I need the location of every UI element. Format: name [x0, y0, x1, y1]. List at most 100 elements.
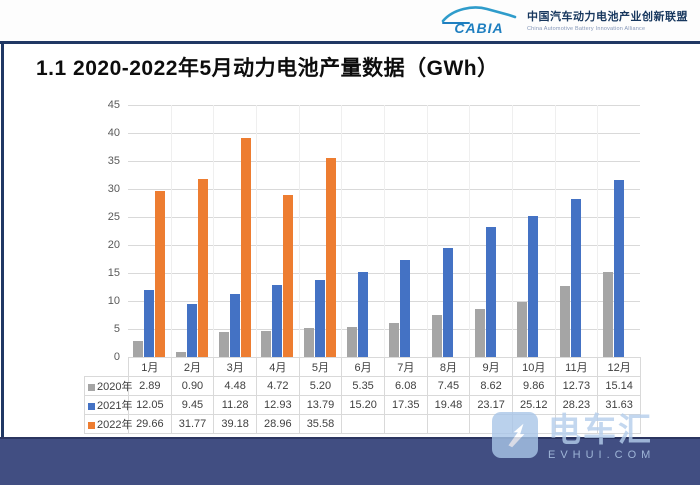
bar-group-5月 [299, 105, 342, 357]
bar-2020年-7月 [389, 322, 400, 357]
bar-2021年-7月 [400, 259, 411, 357]
bar-2020年-12月 [602, 272, 613, 357]
value-2021年-9月: 23.17 [469, 395, 513, 415]
bar-2022年-3月 [240, 137, 251, 357]
bar-2021年-1月 [144, 289, 155, 357]
value-2020年-1月: 2.89 [128, 376, 172, 396]
value-2021年-5月: 13.79 [298, 395, 343, 415]
column-separator [341, 105, 343, 357]
column-separator [170, 105, 172, 357]
month-header-2月: 2月 [170, 357, 215, 377]
table-row-2022年: 2022年 29.66 31.77 39.18 28.96 35.58 [84, 414, 641, 434]
month-header-6月: 6月 [341, 357, 385, 377]
value-2020年-5月: 5.20 [298, 376, 343, 396]
value-2022年-12月 [597, 414, 641, 434]
column-separator [426, 105, 428, 357]
header-divider-line [0, 41, 700, 44]
value-2022年-10月 [511, 414, 556, 434]
bar-2022年-1月 [155, 190, 166, 357]
value-2021年-6月: 15.20 [341, 395, 385, 415]
column-separator [554, 105, 556, 357]
header-bar: CABIA 中国汽车动力电池产业创新联盟 China Automotive Ba… [0, 0, 700, 42]
month-header-5月: 5月 [298, 357, 343, 377]
y-tick-label-5: 5 [113, 323, 120, 335]
bar-2021年-11月 [570, 198, 581, 357]
bar-group-10月 [512, 105, 555, 357]
y-tick-label-35: 35 [107, 155, 120, 167]
y-tick-label-15: 15 [107, 267, 120, 279]
value-2021年-10月: 25.12 [511, 395, 556, 415]
y-tick-label-45: 45 [107, 99, 120, 111]
value-2021年-8月: 19.48 [426, 395, 471, 415]
value-2020年-7月: 6.08 [383, 376, 428, 396]
left-border-line [1, 44, 4, 437]
series-label-2020年: 2020年 [84, 376, 132, 396]
bar-2020年-1月 [133, 340, 144, 357]
chart-data-table: 1月 2月 3月 4月 5月 6月 7月 8月 9月 10月 11月 12月 2020年 2.89 0.90… [84, 357, 641, 434]
bar-group-3月 [213, 105, 256, 357]
table-row-2021年: 2021年 12.05 9.45 11.28 12.93 13.79 15.20 17.35 1… [84, 395, 641, 415]
month-header-4月: 4月 [255, 357, 300, 377]
bar-group-4月 [256, 105, 299, 357]
value-2022年-9月 [469, 414, 513, 434]
table-row-2020年: 2020年 2.89 0.90 4.48 4.72 5.20 5.35 6.08 7.45 8.6… [84, 376, 641, 396]
y-tick-label-0: 0 [113, 351, 120, 363]
month-header-9月: 9月 [469, 357, 513, 377]
bar-2022年-2月 [197, 179, 208, 357]
bar-2021年-8月 [442, 247, 453, 357]
y-tick-label-30: 30 [107, 183, 120, 195]
bar-2020年-2月 [175, 351, 186, 357]
bar-2021年-3月 [229, 293, 240, 357]
bar-2021年-4月 [272, 284, 283, 357]
value-2022年-7月 [383, 414, 428, 434]
bar-group-8月 [427, 105, 470, 357]
value-2020年-12月: 15.14 [597, 376, 641, 396]
table-corner-cell [84, 357, 129, 377]
value-2022年-8月 [426, 414, 471, 434]
table-header-row: 1月 2月 3月 4月 5月 6月 7月 8月 9月 10月 11月 12月 [84, 357, 641, 377]
column-separator [597, 105, 599, 357]
bar-group-2月 [171, 105, 214, 357]
bar-2021年-5月 [314, 279, 325, 357]
value-2020年-8月: 7.45 [426, 376, 471, 396]
bar-2021年-6月 [357, 271, 368, 357]
bar-group-12月 [597, 105, 640, 357]
series-label-2022年: 2022年 [84, 414, 132, 434]
bar-group-7月 [384, 105, 427, 357]
value-2020年-10月: 9.86 [511, 376, 556, 396]
value-2021年-1月: 12.05 [128, 395, 172, 415]
y-tick-label-10: 10 [107, 295, 120, 307]
y-tick-label-40: 40 [107, 127, 120, 139]
value-2022年-6月 [341, 414, 385, 434]
org-name-english: China Automotive Battery Innovation Alli… [527, 25, 646, 32]
month-header-11月: 11月 [554, 357, 599, 377]
bar-group-11月 [555, 105, 598, 357]
legend-swatch-2021年 [88, 402, 95, 410]
value-2021年-2月: 9.45 [170, 395, 215, 415]
bar-2020年-9月 [474, 308, 485, 357]
value-2022年-11月 [554, 414, 599, 434]
month-header-12月: 12月 [597, 357, 641, 377]
bar-2022年-4月 [283, 194, 294, 357]
value-2021年-7月: 17.35 [383, 395, 428, 415]
page-title: 1.1 2020-2022年5月动力电池产量数据（GWh） [36, 57, 499, 80]
value-2020年-4月: 4.72 [255, 376, 300, 396]
footer-bar [0, 437, 700, 485]
bar-2021年-9月 [485, 227, 496, 357]
value-2021年-3月: 11.28 [213, 395, 257, 415]
bar-2020年-6月 [346, 327, 357, 357]
bar-group-9月 [469, 105, 512, 357]
cabia-logo-word: CABIA [454, 20, 504, 36]
value-2020年-3月: 4.48 [213, 376, 257, 396]
value-2022年-3月: 39.18 [213, 414, 257, 434]
org-name-chinese: 中国汽车动力电池产业创新联盟 [527, 10, 688, 23]
bar-2020年-4月 [261, 330, 272, 357]
bar-2022年-5月 [325, 157, 336, 357]
org-names: 中国汽车动力电池产业创新联盟 China Automotive Battery … [527, 8, 688, 32]
value-2022年-4月: 28.96 [255, 414, 300, 434]
bar-2021年-12月 [613, 179, 624, 357]
value-2021年-11月: 28.23 [554, 395, 599, 415]
legend-swatch-2022年 [88, 421, 95, 429]
value-2022年-2月: 31.77 [170, 414, 215, 434]
month-header-10月: 10月 [511, 357, 556, 377]
